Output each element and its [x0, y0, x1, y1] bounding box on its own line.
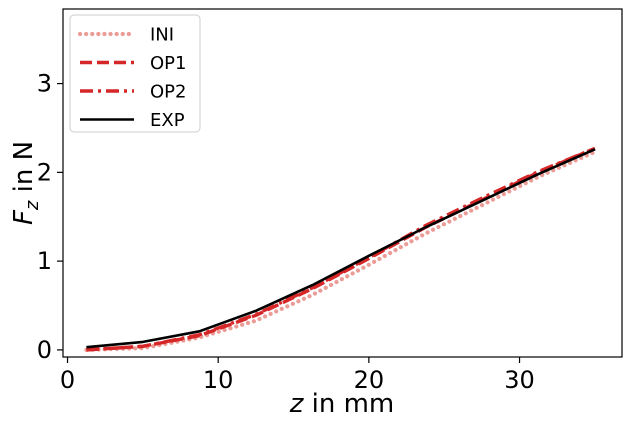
x-axis-ticks: 0 10 20 30 — [60, 357, 535, 394]
y-tick-label: 2 — [37, 158, 52, 186]
series-line-op1 — [86, 146, 596, 352]
series-line-exp — [86, 148, 596, 349]
x-tick-label: 10 — [203, 366, 234, 394]
legend-box — [69, 14, 201, 133]
plot-frame — [62, 8, 623, 358]
y-tick-label: 1 — [37, 247, 52, 275]
x-tick-label: 30 — [504, 366, 535, 394]
legend: INI OP1 OP2 EXP — [69, 14, 201, 133]
y-axis-ticks: 0 1 2 3 — [37, 70, 63, 364]
legend-label-op2: OP2 — [150, 82, 186, 103]
y-axis-label: Fz in N — [9, 141, 43, 225]
x-tick-label: 0 — [60, 366, 75, 394]
x-tick-label: 20 — [354, 366, 385, 394]
series-line-ini — [84, 149, 598, 352]
plot-area — [84, 146, 598, 352]
legend-label-op1: OP1 — [150, 53, 186, 74]
y-tick-label: 0 — [37, 336, 52, 364]
y-tick-label: 3 — [37, 70, 52, 98]
x-axis-label: z in mm — [289, 389, 395, 419]
legend-label-ini: INI — [150, 25, 174, 46]
legend-label-exp: EXP — [150, 110, 185, 131]
series-line-op2 — [86, 146, 596, 352]
